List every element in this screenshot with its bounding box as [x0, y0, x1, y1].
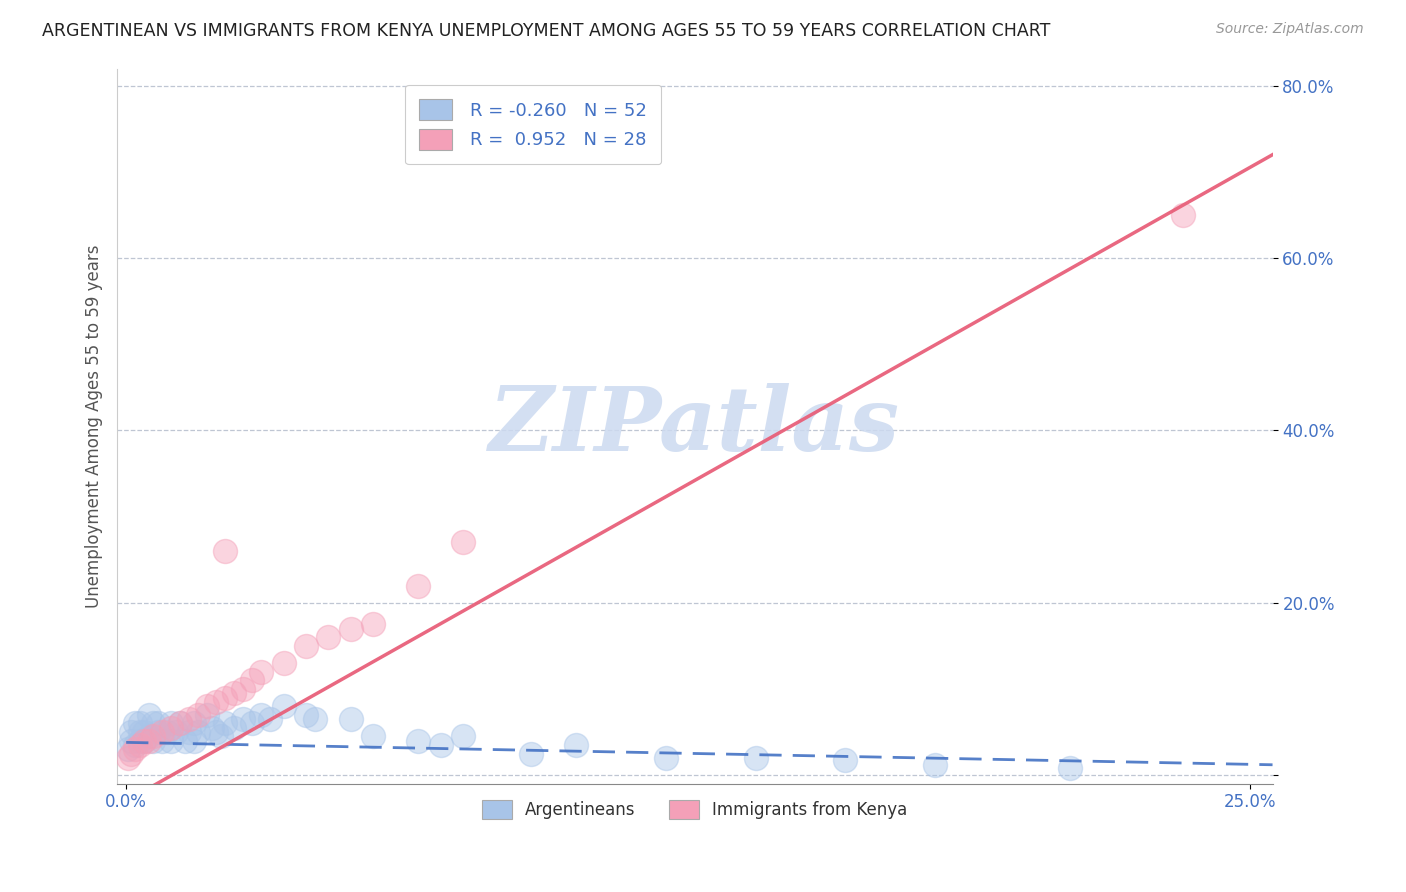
Point — [120, 747, 142, 761]
Point — [318, 630, 340, 644]
Point — [564, 738, 586, 752]
Point — [924, 757, 946, 772]
Point — [173, 733, 195, 747]
Y-axis label: Unemployment Among Ages 55 to 59 years: Unemployment Among Ages 55 to 59 years — [86, 244, 103, 607]
Point — [128, 725, 150, 739]
Point — [520, 747, 543, 761]
Point — [1059, 761, 1081, 775]
Point — [117, 751, 139, 765]
Point — [134, 733, 156, 747]
Point — [295, 707, 318, 722]
Point — [187, 707, 209, 722]
Point — [183, 716, 205, 731]
Point — [363, 729, 385, 743]
Point — [295, 639, 318, 653]
Point — [156, 725, 179, 739]
Point — [138, 707, 160, 722]
Point — [124, 742, 146, 756]
Point — [169, 716, 191, 731]
Point — [250, 707, 273, 722]
Point — [146, 716, 169, 731]
Point — [273, 656, 295, 670]
Point — [363, 617, 385, 632]
Point — [128, 716, 150, 731]
Point — [453, 729, 475, 743]
Point — [232, 712, 254, 726]
Point — [200, 721, 222, 735]
Point — [1171, 208, 1194, 222]
Point — [187, 725, 209, 739]
Point — [160, 721, 183, 735]
Legend: Argentineans, Immigrants from Kenya: Argentineans, Immigrants from Kenya — [475, 793, 914, 825]
Point — [146, 725, 169, 739]
Point — [160, 716, 183, 731]
Point — [214, 690, 236, 705]
Point — [124, 716, 146, 731]
Point — [142, 733, 165, 747]
Point — [430, 738, 453, 752]
Point — [222, 721, 245, 735]
Point — [222, 686, 245, 700]
Point — [340, 712, 363, 726]
Point — [169, 716, 191, 731]
Point — [340, 622, 363, 636]
Point — [654, 751, 676, 765]
Point — [834, 753, 856, 767]
Point — [150, 725, 173, 739]
Point — [138, 729, 160, 743]
Point — [209, 729, 232, 743]
Point — [150, 733, 173, 747]
Point — [744, 751, 766, 765]
Point — [128, 738, 150, 752]
Point — [273, 699, 295, 714]
Point — [179, 712, 201, 726]
Point — [195, 707, 218, 722]
Point — [408, 578, 430, 592]
Point — [165, 725, 187, 739]
Point — [117, 742, 139, 756]
Point — [142, 729, 165, 743]
Point — [240, 673, 263, 688]
Point — [134, 733, 156, 747]
Text: ARGENTINEAN VS IMMIGRANTS FROM KENYA UNEMPLOYMENT AMONG AGES 55 TO 59 YEARS CORR: ARGENTINEAN VS IMMIGRANTS FROM KENYA UNE… — [42, 22, 1050, 40]
Point — [120, 733, 142, 747]
Point — [138, 733, 160, 747]
Point — [124, 738, 146, 752]
Point — [128, 733, 150, 747]
Point — [453, 535, 475, 549]
Point — [179, 725, 201, 739]
Point — [160, 733, 183, 747]
Point — [195, 699, 218, 714]
Point — [183, 733, 205, 747]
Point — [214, 716, 236, 731]
Point — [408, 733, 430, 747]
Point — [259, 712, 281, 726]
Point — [304, 712, 326, 726]
Point — [214, 544, 236, 558]
Point — [250, 665, 273, 679]
Point — [205, 695, 228, 709]
Text: ZIPatlas: ZIPatlas — [489, 383, 900, 469]
Point — [142, 716, 165, 731]
Point — [232, 681, 254, 696]
Point — [205, 725, 228, 739]
Text: Source: ZipAtlas.com: Source: ZipAtlas.com — [1216, 22, 1364, 37]
Point — [134, 725, 156, 739]
Point — [240, 716, 263, 731]
Point — [120, 725, 142, 739]
